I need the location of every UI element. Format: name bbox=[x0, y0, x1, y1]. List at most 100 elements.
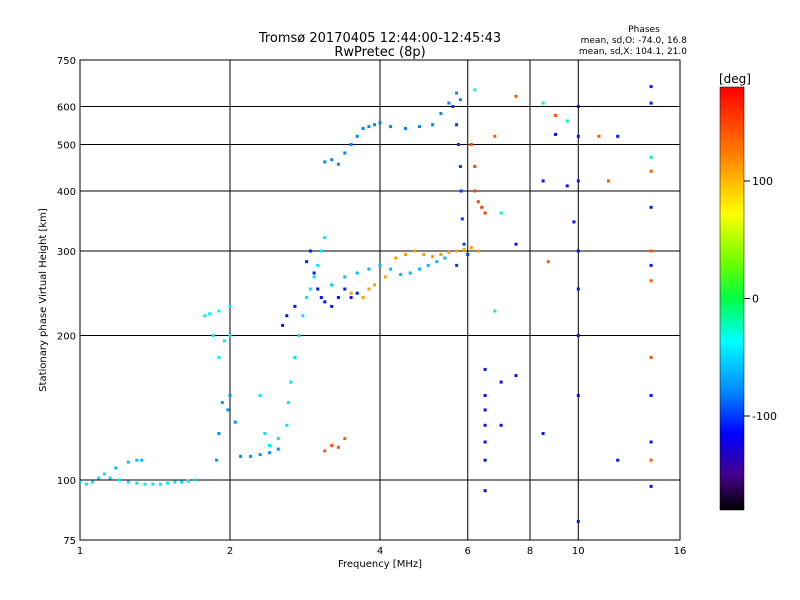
y-tick-label: 600 bbox=[57, 103, 76, 114]
data-point bbox=[413, 249, 417, 253]
data-point bbox=[349, 291, 353, 295]
data-point bbox=[180, 480, 184, 484]
data-point bbox=[223, 339, 226, 343]
data-point bbox=[649, 169, 653, 173]
chart-subtitle: RwPretec (8p) bbox=[334, 45, 425, 60]
data-point bbox=[649, 279, 653, 283]
data-point bbox=[483, 440, 487, 444]
data-point bbox=[97, 476, 101, 480]
data-point bbox=[597, 134, 601, 138]
data-point bbox=[323, 160, 327, 164]
data-point bbox=[466, 253, 470, 256]
data-point bbox=[173, 480, 177, 484]
data-point bbox=[435, 260, 439, 264]
data-point bbox=[649, 263, 653, 267]
data-point bbox=[349, 296, 353, 299]
data-point bbox=[565, 184, 569, 188]
data-point bbox=[439, 112, 443, 116]
data-point bbox=[649, 394, 653, 397]
colorbar-ticks: 100 0 -100 bbox=[744, 175, 777, 423]
data-point bbox=[476, 200, 480, 204]
x-tick-label: 10 bbox=[572, 546, 585, 557]
data-point bbox=[336, 445, 340, 449]
data-point bbox=[361, 296, 365, 299]
data-point bbox=[426, 263, 430, 267]
data-point bbox=[373, 283, 376, 287]
data-point bbox=[330, 158, 334, 162]
colorbar-tick-label: -100 bbox=[752, 410, 777, 423]
data-point bbox=[228, 394, 232, 397]
data-point bbox=[84, 482, 88, 486]
data-point bbox=[293, 356, 297, 359]
data-point bbox=[91, 480, 95, 484]
data-point bbox=[367, 125, 371, 129]
data-point bbox=[343, 151, 347, 155]
data-point bbox=[355, 134, 359, 138]
data-point bbox=[263, 432, 267, 435]
data-point bbox=[499, 380, 503, 384]
y-tick-label: 300 bbox=[57, 247, 76, 258]
data-point bbox=[308, 249, 312, 253]
data-point bbox=[576, 394, 580, 397]
data-point bbox=[483, 458, 487, 462]
data-point bbox=[649, 85, 653, 89]
data-point bbox=[312, 271, 316, 275]
data-point bbox=[389, 125, 393, 129]
data-point bbox=[220, 401, 224, 405]
data-point bbox=[394, 256, 398, 260]
data-point bbox=[483, 408, 487, 412]
x-tick-label: 2 bbox=[227, 546, 233, 557]
data-point bbox=[336, 162, 340, 166]
data-point bbox=[355, 291, 359, 295]
data-point bbox=[215, 458, 219, 462]
data-point bbox=[576, 519, 580, 523]
data-point bbox=[514, 374, 518, 378]
data-point bbox=[418, 267, 421, 271]
data-point bbox=[649, 205, 653, 209]
data-point bbox=[323, 236, 327, 240]
data-point bbox=[576, 105, 580, 108]
x-tick-label: 16 bbox=[674, 546, 687, 557]
data-point bbox=[649, 484, 653, 488]
data-point bbox=[286, 401, 290, 405]
data-point bbox=[469, 143, 473, 146]
data-point bbox=[355, 271, 359, 275]
data-point bbox=[565, 119, 569, 123]
data-point bbox=[285, 423, 289, 427]
data-point bbox=[319, 296, 323, 299]
data-point bbox=[151, 482, 155, 486]
data-point bbox=[276, 437, 280, 441]
data-point bbox=[143, 482, 147, 486]
data-point bbox=[217, 432, 221, 435]
data-point bbox=[114, 466, 118, 470]
data-point bbox=[276, 447, 280, 451]
data-point bbox=[80, 480, 82, 484]
data-point bbox=[228, 304, 232, 308]
data-point bbox=[186, 479, 190, 483]
data-point bbox=[404, 253, 407, 256]
x-axis-label: Frequency [MHz] bbox=[338, 559, 422, 570]
data-point bbox=[378, 263, 382, 267]
data-point bbox=[458, 165, 462, 168]
x-tick-label: 6 bbox=[465, 546, 471, 557]
data-point bbox=[462, 248, 466, 252]
y-tick-label: 750 bbox=[57, 56, 76, 67]
data-point bbox=[476, 249, 480, 253]
data-point bbox=[226, 408, 230, 412]
data-point bbox=[455, 91, 459, 95]
data-point bbox=[268, 451, 271, 455]
grid-lines bbox=[80, 60, 680, 540]
data-point bbox=[455, 263, 459, 267]
data-point bbox=[499, 423, 503, 427]
data-point bbox=[135, 481, 139, 485]
data-point bbox=[649, 458, 653, 462]
colorbar-tick-label: 0 bbox=[752, 293, 759, 306]
data-point bbox=[305, 260, 309, 264]
data-point bbox=[649, 249, 653, 253]
data-point bbox=[473, 165, 477, 168]
x-tick-label: 4 bbox=[377, 546, 383, 557]
data-point bbox=[451, 105, 455, 108]
data-point bbox=[447, 250, 451, 254]
data-point bbox=[373, 123, 376, 127]
data-point bbox=[389, 267, 393, 271]
